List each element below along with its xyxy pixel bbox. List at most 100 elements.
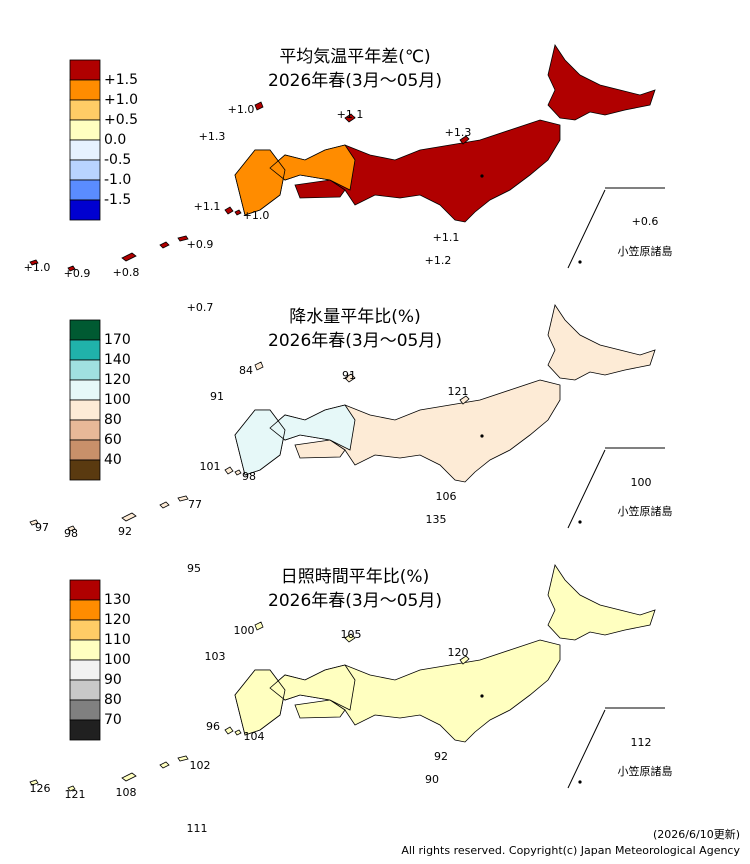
panel-subtitle: 2026年春(3月～05月) [268, 331, 442, 351]
legend-swatch [69, 359, 101, 381]
station-value: +1.3 [199, 130, 226, 143]
station-dot [480, 174, 484, 178]
islands-label: 小笠原諸島 [618, 764, 673, 778]
station-value: 102 [190, 759, 211, 772]
ogasawara-frame [567, 187, 665, 269]
station-value: 105 [341, 628, 362, 641]
station-value: 100 [234, 624, 255, 637]
station-dot [480, 434, 484, 438]
legend-swatch [69, 319, 101, 341]
legend-label: -0.5 [104, 152, 131, 168]
station-value: +0.6 [632, 215, 659, 228]
legend-swatch [69, 99, 101, 121]
station-value: 100 [631, 476, 652, 489]
legend-swatch [69, 199, 101, 221]
copyright: All rights reserved. Copyright(c) Japan … [401, 844, 740, 857]
station-value: 111 [187, 822, 208, 835]
ogasawara-frame [567, 447, 665, 529]
legend-label: 100 [104, 392, 131, 408]
station-value: 135 [426, 513, 447, 526]
map [29, 304, 665, 532]
legend-swatch [69, 459, 101, 481]
legend-swatch [69, 59, 101, 81]
station-value: 84 [239, 364, 253, 377]
station-value: +1.1 [433, 231, 460, 244]
legend-swatch [69, 719, 101, 741]
station-value: +1.2 [425, 254, 452, 267]
station-value: 120 [448, 646, 469, 659]
station-value: +0.8 [113, 266, 140, 279]
station-value: +1.1 [337, 108, 364, 121]
station-value: 97 [35, 521, 49, 534]
station-value: 98 [64, 527, 78, 540]
panel-title: 平均気温平年差(℃) [279, 47, 430, 67]
station-value: 90 [425, 773, 439, 786]
station-value: 92 [434, 750, 448, 763]
legend-label: 90 [104, 672, 122, 688]
legend-label: 140 [104, 352, 131, 368]
station-value: 104 [244, 730, 265, 743]
station-value: 95 [187, 562, 201, 575]
legend-label: 120 [104, 372, 131, 388]
legend-swatch [69, 339, 101, 361]
legend-swatch [69, 179, 101, 201]
legend-swatch [69, 699, 101, 721]
legend-swatch [69, 399, 101, 421]
legend-label: 100 [104, 652, 131, 668]
legend-label: 60 [104, 432, 122, 448]
station-value: 91 [210, 390, 224, 403]
legend-label: -1.5 [104, 192, 131, 208]
station-dot [578, 520, 582, 524]
station-dot [578, 260, 582, 264]
legend-label: 80 [104, 412, 122, 428]
panel-title: 降水量平年比(%) [289, 307, 420, 327]
station-value: +1.0 [228, 103, 255, 116]
station-value: +0.9 [64, 267, 91, 280]
islands-label: 小笠原諸島 [618, 504, 673, 518]
legend-swatch [69, 599, 101, 621]
station-value: 96 [206, 720, 220, 733]
station-value: 92 [118, 525, 132, 538]
legend-label: 130 [104, 592, 131, 608]
legend-swatch [69, 619, 101, 641]
map [29, 564, 665, 792]
legend-swatch [69, 419, 101, 441]
legend-label: 80 [104, 692, 122, 708]
station-value: +0.7 [187, 301, 214, 314]
station-value: +0.9 [187, 238, 214, 251]
footer: (2026/6/10更新) All rights reserved. Copyr… [401, 827, 740, 857]
update-date: (2026/6/10更新) [653, 827, 740, 841]
legend-swatch [69, 439, 101, 461]
legend-label: 170 [104, 332, 131, 348]
station-value: 77 [188, 498, 202, 511]
station-dot [578, 780, 582, 784]
station-dot [480, 694, 484, 698]
panel-subtitle: 2026年春(3月～05月) [268, 591, 442, 611]
legend-label: -1.0 [104, 172, 131, 188]
legend-swatch [69, 119, 101, 141]
station-value: +1.3 [445, 126, 472, 139]
islands-label: 小笠原諸島 [618, 244, 673, 258]
legend-swatch [69, 159, 101, 181]
station-value: 121 [448, 385, 469, 398]
legend-swatch [69, 659, 101, 681]
panel: 日照時間平年比(%) 2026年春(3月～05月) 130 120 110 100 90 80… [29, 564, 673, 835]
legend-swatch [69, 379, 101, 401]
legend-label: 40 [104, 452, 122, 468]
station-value: 106 [436, 490, 457, 503]
legend-swatch [69, 679, 101, 701]
legend-label: 70 [104, 712, 122, 728]
station-value: 98 [242, 470, 256, 483]
legend-swatch [69, 639, 101, 661]
station-value: 91 [342, 369, 356, 382]
legend-label: +0.5 [104, 112, 138, 128]
legend-label: 0.0 [104, 132, 126, 148]
station-value: 108 [116, 786, 137, 799]
panel: 平均気温平年差(℃) 2026年春(3月～05月) +1.5 +1.0 +0.5 0.0 -… [24, 44, 673, 314]
station-value: +1.1 [194, 200, 221, 213]
west-region [234, 144, 356, 216]
panel: 降水量平年比(%) 2026年春(3月～05月) 170 140 120 100 80 60 4… [29, 304, 673, 575]
legend-swatch [69, 579, 101, 601]
panel-subtitle: 2026年春(3月～05月) [268, 71, 442, 91]
